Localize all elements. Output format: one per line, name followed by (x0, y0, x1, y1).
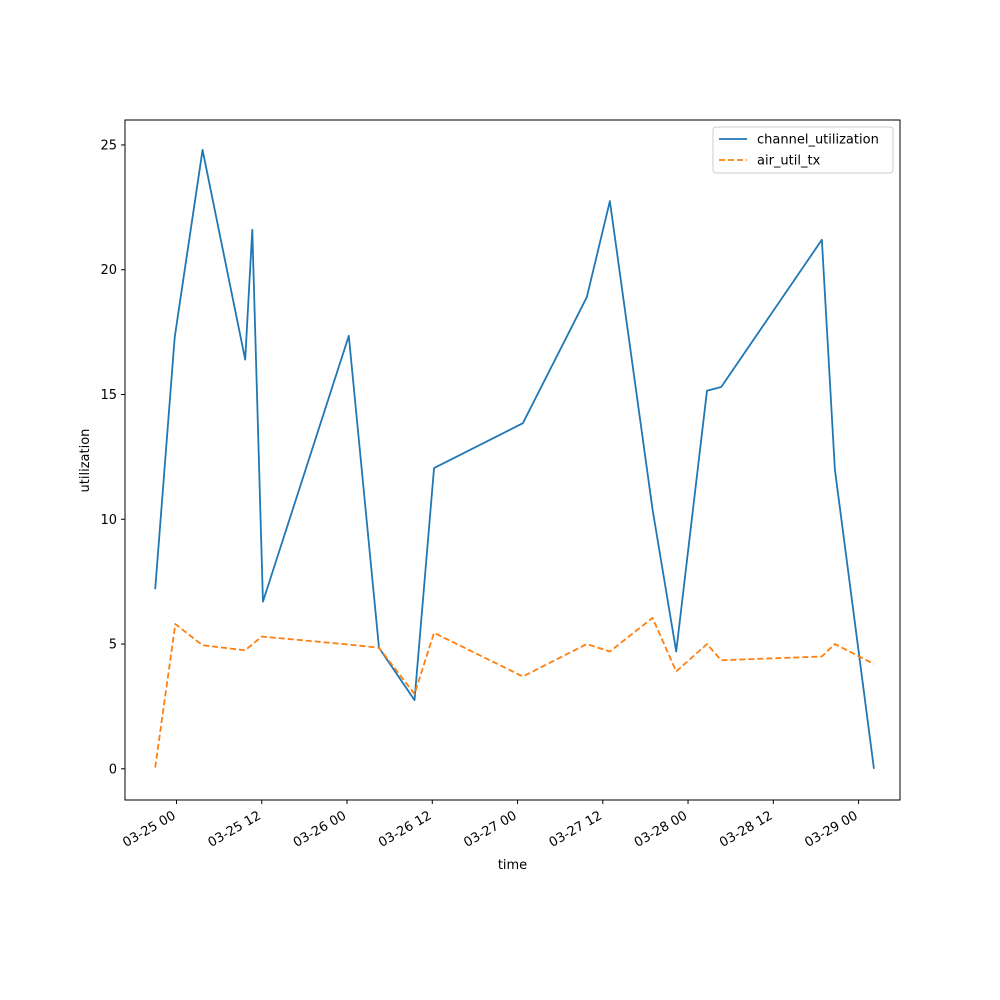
y-axis: 0 5 10 15 20 25 (100, 138, 125, 777)
legend-box (712, 126, 894, 174)
legend-label-air-util-tx: air_util_tx (757, 154, 821, 169)
series-line-channel-utilization (154, 149, 875, 769)
y-tick-label: 25 (100, 138, 117, 153)
plot-area (124, 119, 901, 801)
y-tick-label: 15 (100, 388, 117, 403)
legend-label-channel-utilization: channel_utilization (757, 133, 879, 148)
y-tick-label: 20 (100, 263, 117, 278)
y-tick-label: 0 (109, 762, 117, 777)
legend: channel_utilization air_util_tx (712, 126, 894, 174)
plot-frame (124, 119, 901, 801)
x-axis-label: time (498, 858, 527, 873)
y-axis-label: utilization (78, 429, 93, 493)
y-tick-label: 5 (109, 638, 117, 653)
y-tick-label: 10 (100, 513, 117, 528)
